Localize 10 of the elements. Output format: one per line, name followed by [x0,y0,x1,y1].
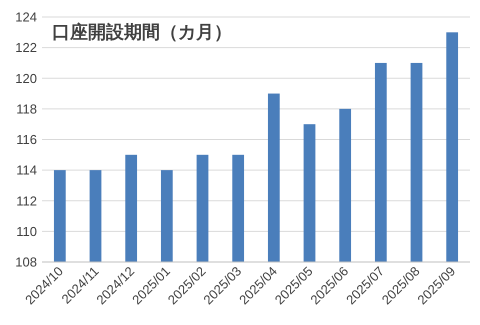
y-tick-label: 124 [15,10,37,24]
y-tick-label: 112 [16,193,37,208]
y-tick-label: 108 [15,254,37,270]
y-tick-label: 110 [16,224,37,239]
chart-title: 口座開設期間（カ月） [52,22,232,42]
y-tick-label: 122 [15,40,37,56]
y-tick-label: 114 [16,162,37,178]
y-tick-label: 116 [16,132,37,147]
y-tick-label: 118 [16,101,37,116]
y-tick-label: 120 [15,70,37,86]
